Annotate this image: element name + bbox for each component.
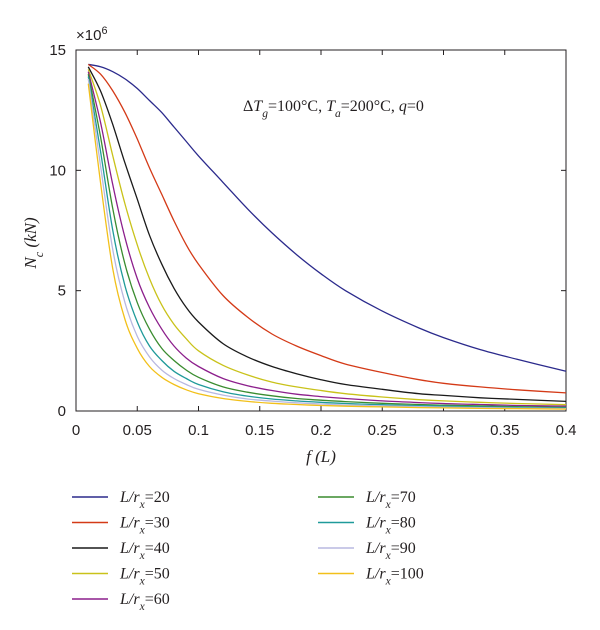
x-tick-label: 0.2 <box>311 422 332 439</box>
y-tick-label: 15 <box>49 42 66 59</box>
series-line-8 <box>87 78 567 410</box>
x-tick-label: 0.1 <box>188 422 209 439</box>
y-axis-label: Nc​ (kN) <box>21 217 46 270</box>
x-tick-label: 0.3 <box>433 422 454 439</box>
legend: L/rx=20 L/rx=30 L/rx=40 L/rx=50 L/rx=60 L/rx=… <box>72 489 424 613</box>
legend-entry: L/rx=90 <box>318 540 416 562</box>
axis-ticks: 0 0.05 0.1 0.15 0.2 0.25 0.3 0.35 0.4 0 5 10 15 <box>49 42 576 439</box>
legend-label: L/rx=90 <box>365 540 416 562</box>
series-line-1 <box>88 63 567 372</box>
y-tick-label: 10 <box>49 162 66 179</box>
series-line-2 <box>87 63 567 394</box>
x-tick-label: 0.15 <box>245 422 274 439</box>
x-tick-label: 0.4 <box>556 422 577 439</box>
series-line-9 <box>87 83 567 410</box>
y-multiplier-label: ×106​ <box>76 25 107 44</box>
legend-label: L/rx=70 <box>365 489 416 511</box>
legend-entry: L/rx=40 <box>72 540 170 562</box>
series-line-3 <box>87 66 567 403</box>
series-lines <box>87 63 567 410</box>
series-line-6 <box>87 73 567 409</box>
annotation-text: ΔTg​=100°C, Ta​=200°C, q=0 <box>243 98 424 120</box>
legend-entry: L/rx=30 <box>72 515 170 537</box>
legend-label: L/rx=50 <box>119 566 170 588</box>
x-tick-label: 0.05 <box>123 422 152 439</box>
series-line-5 <box>87 71 567 407</box>
x-tick-label: 0 <box>72 422 80 439</box>
x-tick-label: 0.35 <box>490 422 519 439</box>
legend-entry: L/rx=60 <box>72 591 170 613</box>
x-axis-label: f (L) <box>306 447 336 466</box>
y-tick-label: 0 <box>58 403 66 420</box>
series-line-4 <box>87 69 567 406</box>
series-line-7 <box>87 76 567 409</box>
legend-entry: L/rx=100 <box>318 566 424 588</box>
x-tick-label: 0.25 <box>368 422 397 439</box>
legend-label: L/rx=30 <box>119 515 170 537</box>
legend-label: L/rx=60 <box>119 591 170 613</box>
legend-entry: L/rx=70 <box>318 489 416 511</box>
legend-label: L/rx=20 <box>119 489 170 511</box>
legend-entry: L/rx=80 <box>318 515 416 537</box>
legend-entry: L/rx=20 <box>72 489 170 511</box>
y-tick-label: 5 <box>58 283 66 300</box>
legend-label: L/rx=40 <box>119 540 170 562</box>
legend-label: L/rx=100 <box>365 566 424 588</box>
legend-label: L/rx=80 <box>365 515 416 537</box>
legend-entry: L/rx=50 <box>72 566 170 588</box>
